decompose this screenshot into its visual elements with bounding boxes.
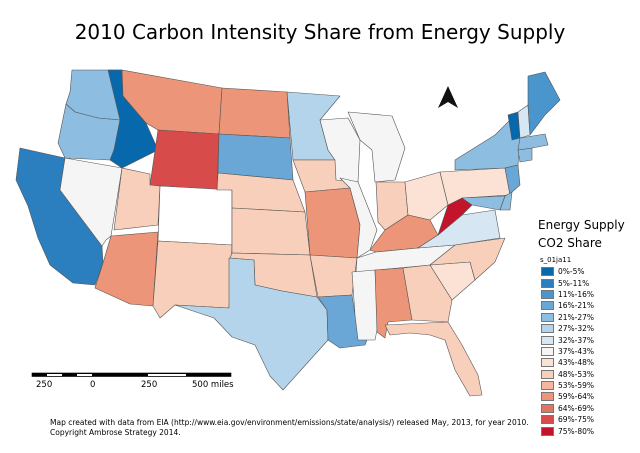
legend-field-name: s_01ja11	[540, 256, 572, 264]
state-WY	[149, 129, 220, 191]
north-arrow-icon	[438, 86, 458, 108]
state-AZ	[94, 231, 159, 307]
legend-title-line2: CO2 Share	[538, 236, 602, 250]
legend-item: 59%-64%	[541, 391, 594, 402]
legend-swatch	[541, 369, 554, 379]
legend-label: 64%-69%	[558, 403, 595, 413]
legend-swatch	[541, 426, 554, 436]
state-IL	[339, 177, 378, 259]
legend-label: 59%-64%	[558, 392, 595, 402]
state-SD	[217, 133, 294, 181]
map-footer: Map created with data from EIA (http://w…	[50, 418, 529, 437]
state-AR	[309, 254, 358, 298]
legend-swatch	[541, 381, 554, 391]
legend-item: 64%-69%	[541, 403, 594, 414]
legend-label: 5%-11%	[558, 278, 590, 288]
legend-item: 27%-32%	[541, 323, 594, 334]
legend-label: 75%-80%	[558, 426, 595, 436]
legend-swatch	[541, 289, 554, 299]
scale-label-zero: 0	[90, 380, 96, 390]
legend-swatch	[541, 278, 554, 288]
legend-item: 48%-53%	[541, 369, 594, 380]
legend-label: 48%-53%	[558, 369, 595, 379]
scale-label-left: 250	[36, 380, 53, 390]
legend-label: 37%-43%	[558, 346, 595, 356]
state-ND	[218, 87, 291, 139]
legend-item: 32%-37%	[541, 334, 594, 345]
legend-label: 21%-27%	[558, 312, 595, 322]
legend-swatch	[541, 403, 554, 413]
legend-label: 0%-5%	[558, 267, 585, 277]
legend-swatch	[541, 392, 554, 402]
legend-item: 16%-21%	[541, 300, 594, 311]
legend-label: 69%-75%	[558, 415, 595, 425]
state-GA	[402, 264, 453, 323]
state-ME	[527, 71, 561, 136]
legend-label: 43%-48%	[558, 358, 595, 368]
legend-item: 43%-48%	[541, 357, 594, 368]
scale-label-right: 500 miles	[192, 380, 234, 390]
legend-swatch	[541, 301, 554, 311]
legend-item: 11%-16%	[541, 289, 594, 300]
footer-copyright: Copyright Ambrose Strategy 2014.	[50, 427, 181, 437]
legend-label: 16%-21%	[558, 301, 595, 311]
legend-item: 0%-5%	[541, 266, 594, 277]
legend-swatch	[541, 324, 554, 334]
state-OH	[404, 171, 449, 221]
legend-item: 37%-43%	[541, 346, 594, 357]
state-CT	[517, 147, 533, 163]
legend-swatch	[541, 346, 554, 356]
state-MA	[517, 133, 549, 151]
state-MI	[347, 111, 406, 183]
legend-swatch	[541, 267, 554, 277]
legend-label: 53%-59%	[558, 381, 595, 391]
legend-swatch	[541, 312, 554, 322]
legend-swatch	[541, 335, 554, 345]
state-TX	[174, 257, 329, 391]
legend-label: 11%-16%	[558, 289, 595, 299]
legend-swatch	[541, 358, 554, 368]
state-MO	[304, 187, 361, 259]
legend-label: 32%-37%	[558, 335, 595, 345]
footer-source: Map created with data from EIA (http://w…	[50, 418, 529, 427]
legend-label: 27%-32%	[558, 324, 595, 334]
state-FL	[384, 321, 483, 397]
state-CO	[157, 185, 233, 246]
legend-swatch	[541, 415, 554, 425]
legend-item: 53%-59%	[541, 380, 594, 391]
scale-label-mid: 250	[141, 380, 158, 390]
legend-title: Energy Supply CO2 Share	[538, 216, 625, 252]
legend-item: 75%-80%	[541, 425, 594, 436]
legend-item: 69%-75%	[541, 414, 594, 425]
state-KS	[231, 207, 311, 256]
state-DE	[499, 191, 513, 211]
state-NJ	[504, 164, 521, 196]
legend-item: 5%-11%	[541, 277, 594, 288]
legend-item: 21%-27%	[541, 312, 594, 323]
legend-title-line1: Energy Supply	[538, 218, 625, 232]
map-title: 2010 Carbon Intensity Share from Energy …	[74, 20, 566, 44]
legend-list: 0%-5% 5%-11% 11%-16% 16%-21% 21%-27% 27%-32% 3…	[541, 266, 594, 437]
